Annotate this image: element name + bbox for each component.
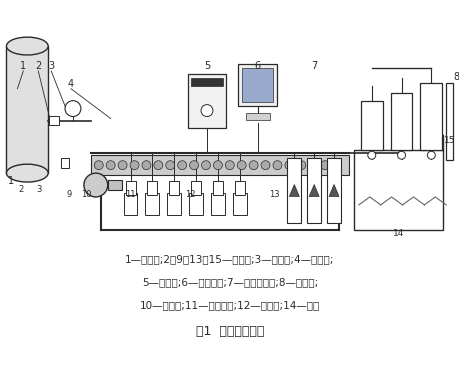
Circle shape (225, 161, 234, 170)
Bar (190, 181, 201, 195)
Circle shape (367, 151, 375, 159)
Text: 10—抽水泵;11—被检水表;12—操作台;14—水池: 10—抽水泵;11—被检水表;12—操作台;14—水池 (140, 300, 319, 310)
Text: 4: 4 (68, 79, 74, 89)
Bar (189, 193, 202, 215)
Circle shape (284, 161, 293, 170)
Text: 11: 11 (125, 191, 135, 200)
Circle shape (332, 161, 341, 170)
Text: 9: 9 (66, 191, 72, 200)
Bar (190, 78, 222, 86)
Bar (234, 181, 244, 195)
Circle shape (165, 161, 174, 170)
Bar (237, 64, 277, 105)
Bar (390, 93, 412, 150)
Circle shape (320, 161, 329, 170)
Text: 12: 12 (185, 191, 195, 200)
Circle shape (261, 161, 269, 170)
Polygon shape (328, 184, 338, 197)
Text: 5—控制柜;6—操作电脑;7—浮子流量计;8—标准罐;: 5—控制柜;6—操作电脑;7—浮子流量计;8—标准罐; (141, 277, 317, 287)
Text: 1: 1 (8, 176, 15, 186)
Text: 14: 14 (392, 229, 403, 238)
Circle shape (426, 151, 434, 159)
Bar (123, 193, 137, 215)
Bar (188, 74, 225, 129)
Text: 3: 3 (48, 61, 54, 71)
Circle shape (118, 161, 127, 170)
Bar (445, 83, 452, 160)
Text: 1: 1 (20, 61, 26, 71)
Circle shape (142, 161, 151, 170)
Circle shape (189, 161, 198, 170)
Circle shape (84, 173, 107, 197)
Bar (125, 181, 135, 195)
Bar (353, 150, 442, 230)
Polygon shape (308, 184, 319, 197)
Text: 13: 13 (269, 191, 279, 200)
Polygon shape (289, 184, 299, 197)
Circle shape (397, 151, 405, 159)
Bar (307, 158, 320, 223)
Bar (245, 113, 269, 119)
Bar (167, 193, 181, 215)
Circle shape (65, 101, 81, 116)
Circle shape (94, 161, 103, 170)
Bar (326, 158, 340, 223)
Bar (232, 193, 246, 215)
Bar (147, 181, 157, 195)
Circle shape (106, 161, 115, 170)
Circle shape (272, 161, 281, 170)
Bar (420, 83, 441, 150)
Circle shape (201, 105, 213, 116)
Bar (90, 155, 348, 175)
Ellipse shape (6, 37, 48, 55)
Circle shape (154, 161, 162, 170)
Bar (107, 180, 121, 190)
Ellipse shape (6, 164, 48, 182)
Text: 图1  水表装置结构: 图1 水表装置结构 (195, 325, 263, 338)
Text: 5: 5 (203, 61, 210, 71)
Circle shape (237, 161, 246, 170)
Bar (360, 101, 382, 150)
Bar (145, 193, 159, 215)
Bar (211, 193, 224, 215)
Text: 7: 7 (310, 61, 317, 71)
Text: 10: 10 (80, 191, 91, 200)
Text: 3: 3 (36, 186, 42, 195)
Text: 15: 15 (443, 136, 455, 145)
Text: 2: 2 (19, 186, 24, 195)
Circle shape (296, 161, 305, 170)
Text: 6: 6 (254, 61, 260, 71)
Circle shape (249, 161, 257, 170)
Text: 8: 8 (452, 72, 458, 82)
Bar (213, 181, 222, 195)
Circle shape (201, 161, 210, 170)
Bar (287, 158, 301, 223)
Text: 2: 2 (35, 61, 41, 71)
Circle shape (308, 161, 317, 170)
Bar (241, 68, 273, 102)
Text: 1—稳压罐;2、9、13、15—开关阀;3—压力表;4—摄像头;: 1—稳压罐;2、9、13、15—开关阀;3—压力表;4—摄像头; (125, 254, 334, 265)
Bar (61, 158, 69, 168)
Bar (6, 46, 48, 173)
Circle shape (177, 161, 186, 170)
Circle shape (130, 161, 139, 170)
Circle shape (213, 161, 222, 170)
Bar (169, 181, 179, 195)
Bar (49, 116, 59, 125)
